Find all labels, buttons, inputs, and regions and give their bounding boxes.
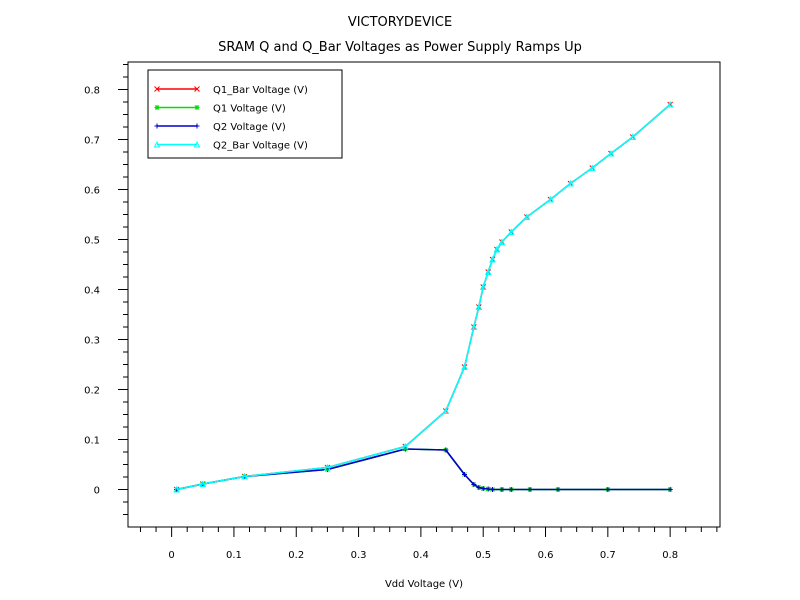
y-tick-label: 0.4: [84, 286, 100, 297]
legend-marker: [193, 140, 201, 148]
data-point: [480, 486, 486, 491]
data-point: [470, 323, 478, 330]
data-point: [479, 283, 487, 290]
legend-marker: [194, 86, 200, 92]
legend-marker: [153, 140, 161, 148]
data-point: [547, 195, 554, 203]
data-point: [462, 472, 468, 477]
data-point: [527, 487, 533, 492]
data-point: [607, 149, 615, 157]
data-point: [523, 213, 531, 220]
chart-title: VICTORYDEVICE: [348, 15, 452, 30]
x-tick-label: 0.6: [538, 550, 554, 561]
y-tick-label: 0: [94, 486, 100, 497]
y-tick-label: 0.8: [84, 86, 100, 97]
data-point: [605, 487, 611, 492]
series-line: [176, 103, 671, 491]
legend-label: Q1 Voltage (V): [213, 104, 286, 115]
data-point: [324, 463, 331, 471]
data-point: [484, 268, 492, 275]
x-tick-label: 0.2: [288, 550, 304, 561]
y-tick-label: 0.5: [84, 236, 100, 247]
legend-item: Q2_Bar Voltage (V): [153, 140, 308, 152]
data-point: [567, 179, 574, 187]
x-tick-label: 0.3: [351, 550, 367, 561]
legend-item: Q2 Voltage (V): [154, 122, 286, 133]
x-tick-label: 0.1: [226, 550, 242, 561]
legend-marker: [154, 86, 160, 92]
legend-label: Q2 Voltage (V): [213, 122, 286, 133]
data-point: [471, 482, 477, 487]
data-point: [499, 487, 505, 492]
legend-marker: [154, 105, 160, 110]
data-point: [476, 485, 482, 490]
legend-item: Q1 Voltage (V): [154, 104, 286, 115]
data-point: [508, 487, 514, 492]
data-point: [442, 407, 450, 414]
legend-marker: [194, 105, 200, 110]
data-point: [475, 303, 483, 310]
data-point: [199, 480, 207, 487]
data-point: [629, 133, 637, 140]
legend-marker: [194, 123, 200, 129]
legend-box: [147, 69, 343, 159]
legend-label: Q2_Bar Voltage (V): [213, 141, 308, 152]
data-point: [667, 487, 673, 492]
y-tick-label: 0.7: [84, 136, 100, 147]
data-point: [401, 442, 409, 450]
y-axis: 0 0.1 0.2 0.3 0.4 0.5 0.6 0.7 0.8: [84, 64, 128, 515]
y-tick-label: 0.1: [84, 436, 100, 447]
x-tick-label: 0.4: [413, 550, 429, 561]
data-point: [461, 363, 468, 370]
y-tick-label: 0.6: [84, 186, 100, 197]
series-3: [174, 446, 673, 492]
data-point: [443, 447, 449, 453]
data-point: [498, 238, 506, 245]
data-point: [485, 486, 491, 492]
x-axis: 0 0.1 0.2 0.3 0.4 0.5 0.6 0.7 0.8: [139, 527, 718, 561]
legend: Q1_Bar Voltage (V) Q1 Voltage (V) Q2 Volta…: [147, 69, 343, 159]
data-point: [507, 228, 515, 235]
data-point: [588, 164, 596, 171]
y-tick-label: 0.2: [84, 386, 100, 397]
data-point: [666, 100, 674, 108]
data-point: [173, 485, 180, 493]
data-point: [490, 487, 496, 492]
chart-subtitle: SRAM Q and Q_Bar Voltages as Power Suppl…: [218, 40, 582, 55]
series-4: [173, 100, 674, 493]
legend-marker: [154, 123, 160, 129]
x-tick-label: 0.7: [600, 550, 616, 561]
x-tick-label: 0.5: [475, 550, 491, 561]
series-layer: [173, 100, 674, 493]
legend-item: Q1_Bar Voltage (V): [154, 85, 308, 96]
data-point: [493, 245, 501, 253]
x-tick-label: 0.8: [662, 550, 678, 561]
data-point: [555, 487, 561, 492]
legend-label: Q1_Bar Voltage (V): [213, 85, 308, 96]
x-tick-label: 0: [168, 550, 174, 561]
x-axis-label: Vdd Voltage (V): [385, 579, 463, 590]
y-tick-label: 0.3: [84, 336, 100, 347]
data-point: [241, 472, 248, 480]
data-point: [489, 255, 496, 263]
